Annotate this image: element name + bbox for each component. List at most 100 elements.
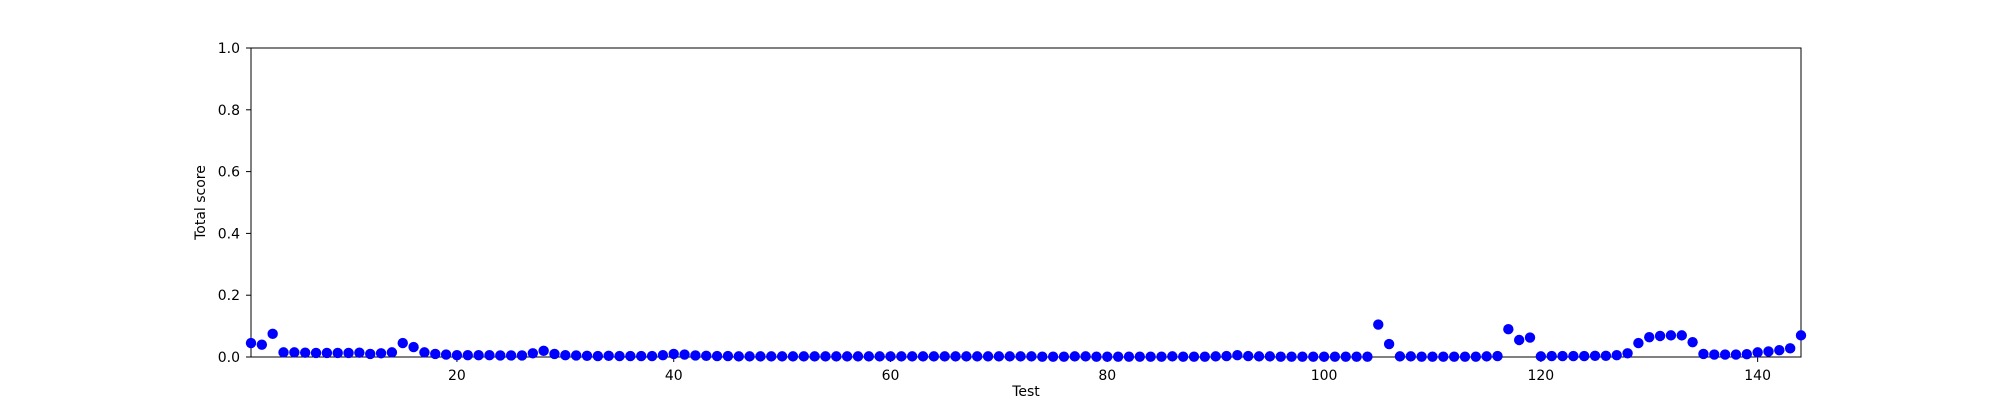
data-point xyxy=(581,350,593,361)
data-point xyxy=(1199,351,1211,362)
data-point xyxy=(1091,351,1102,362)
data-point xyxy=(885,351,896,362)
data-point xyxy=(1644,332,1655,343)
data-point xyxy=(755,351,766,362)
data-point xyxy=(1123,351,1135,362)
data-point xyxy=(744,351,755,362)
data-point xyxy=(831,351,842,362)
data-point xyxy=(1069,351,1080,362)
data-point xyxy=(1589,350,1601,361)
x-tick-label: 40 xyxy=(665,368,683,384)
data-point xyxy=(1579,350,1590,362)
data-point xyxy=(1600,350,1612,361)
x-axis-label: Test xyxy=(1011,384,1040,400)
data-point xyxy=(484,349,495,361)
data-point xyxy=(1470,351,1482,362)
data-point xyxy=(538,345,549,357)
data-point xyxy=(776,351,788,362)
data-point xyxy=(1080,351,1091,362)
data-point xyxy=(1687,336,1698,348)
y-tick-label: 0.4 xyxy=(218,226,240,242)
data-point xyxy=(473,349,484,361)
data-point xyxy=(278,347,289,358)
data-point xyxy=(1524,332,1536,343)
data-point xyxy=(1243,350,1254,362)
data-point xyxy=(1698,348,1709,360)
x-tick-label: 80 xyxy=(1098,368,1116,384)
y-tick-label: 1.0 xyxy=(218,41,240,57)
data-point xyxy=(841,351,853,362)
data-point xyxy=(1611,349,1622,361)
data-point xyxy=(1156,351,1167,362)
data-point xyxy=(299,347,311,358)
data-point xyxy=(896,351,907,362)
data-point xyxy=(1253,351,1265,362)
data-point xyxy=(1383,338,1395,350)
data-point xyxy=(917,351,929,362)
x-tick-label: 20 xyxy=(448,368,466,384)
data-point xyxy=(1210,351,1221,362)
data-point xyxy=(321,347,333,359)
data-point xyxy=(332,347,343,359)
plot-frame xyxy=(250,47,1802,358)
data-point xyxy=(1058,351,1070,362)
data-point xyxy=(1004,351,1015,362)
data-point xyxy=(1188,351,1200,362)
data-point xyxy=(1373,319,1384,330)
data-point xyxy=(1784,343,1796,354)
data-point xyxy=(1416,351,1427,362)
data-point xyxy=(1676,330,1687,341)
data-point xyxy=(1503,323,1514,335)
data-point xyxy=(603,350,614,361)
data-point xyxy=(809,351,820,362)
data-point xyxy=(1665,330,1677,341)
data-point xyxy=(397,337,408,349)
data-point xyxy=(1102,351,1113,362)
data-point xyxy=(1177,351,1189,362)
data-point xyxy=(1362,351,1373,362)
data-point xyxy=(863,351,875,362)
data-point xyxy=(245,337,257,349)
data-point xyxy=(766,351,777,362)
x-tick-label: 100 xyxy=(1311,368,1338,384)
data-point xyxy=(1112,351,1124,362)
data-point xyxy=(798,351,809,362)
data-point xyxy=(972,351,983,362)
data-point xyxy=(906,351,918,362)
data-point xyxy=(365,348,376,360)
data-point xyxy=(1329,351,1341,362)
data-point xyxy=(375,348,387,359)
y-axis-label: Total score xyxy=(193,165,209,241)
data-point xyxy=(560,349,571,361)
data-point xyxy=(1318,351,1330,362)
data-point xyxy=(1438,351,1449,362)
data-points xyxy=(245,319,1807,362)
data-point xyxy=(961,351,972,362)
data-point xyxy=(256,339,268,350)
data-point xyxy=(993,351,1005,362)
data-point xyxy=(1535,351,1547,362)
data-point xyxy=(1459,351,1471,362)
data-point xyxy=(527,348,539,359)
data-point xyxy=(1730,349,1742,360)
data-point xyxy=(614,350,625,362)
data-point xyxy=(549,348,560,360)
data-point xyxy=(1134,351,1146,362)
y-tick-label: 0.6 xyxy=(218,165,240,181)
data-point xyxy=(1275,351,1286,362)
data-point xyxy=(1037,351,1048,362)
data-point xyxy=(1633,337,1644,349)
data-point xyxy=(1308,351,1319,362)
data-point xyxy=(1557,350,1568,362)
data-point xyxy=(1709,349,1720,360)
x-tick-label: 140 xyxy=(1744,368,1771,384)
data-point xyxy=(1405,351,1416,362)
data-point xyxy=(1026,351,1037,362)
data-point xyxy=(950,351,961,362)
data-point xyxy=(570,350,582,361)
data-point xyxy=(1741,349,1753,360)
data-point xyxy=(1264,351,1276,362)
data-point xyxy=(1047,351,1059,362)
data-point xyxy=(1654,330,1666,342)
data-point xyxy=(1015,351,1026,362)
